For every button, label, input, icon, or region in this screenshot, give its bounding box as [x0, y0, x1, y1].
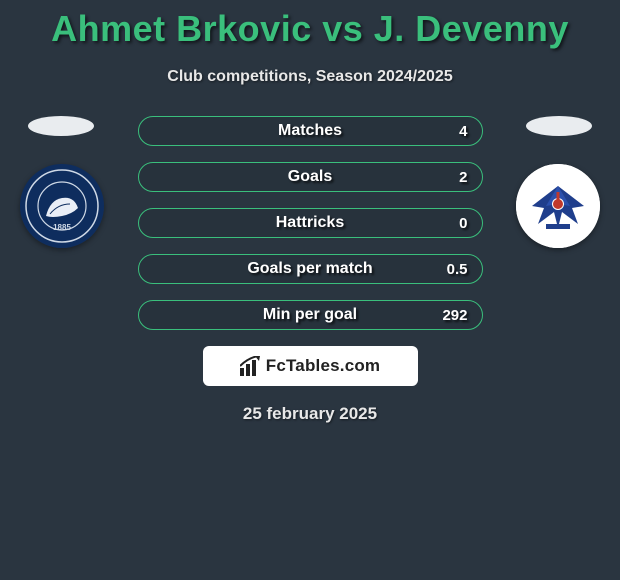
- date-label: 25 february 2025: [0, 404, 620, 424]
- stat-row-goals: Goals 2: [138, 162, 483, 192]
- stat-value-right: 0: [459, 215, 467, 232]
- crystal-palace-badge-icon: [516, 164, 600, 248]
- svg-text:1885: 1885: [53, 223, 71, 232]
- stat-row-matches: Matches 4: [138, 116, 483, 146]
- stat-value-right: 292: [442, 307, 467, 324]
- stat-value-right: 4: [459, 123, 467, 140]
- stat-row-min-per-goal: Min per goal 292: [138, 300, 483, 330]
- stat-label: Min per goal: [263, 306, 357, 324]
- stat-row-hattricks: Hattricks 0: [138, 208, 483, 238]
- millwall-badge-icon: 1885: [20, 164, 104, 248]
- stat-row-goals-per-match: Goals per match 0.5: [138, 254, 483, 284]
- page-title: Ahmet Brkovic vs J. Devenny: [0, 0, 620, 50]
- brand-text: FcTables.com: [266, 356, 381, 376]
- stat-label: Hattricks: [276, 214, 344, 232]
- stats-list: Matches 4 Goals 2 Hattricks 0 Goals per …: [138, 116, 483, 330]
- stat-value-right: 2: [459, 169, 467, 186]
- left-club-badge: 1885: [20, 164, 104, 248]
- stat-label: Goals: [288, 168, 332, 186]
- comparison-content: 1885 Matches 4 Goals 2 Hattricks: [0, 116, 620, 424]
- season-subtitle: Club competitions, Season 2024/2025: [0, 68, 620, 86]
- stat-value-right: 0.5: [447, 261, 468, 278]
- right-club-badge: [516, 164, 600, 248]
- right-player-indicator: [526, 116, 592, 136]
- brand-footer[interactable]: FcTables.com: [203, 346, 418, 386]
- stat-label: Matches: [278, 122, 342, 140]
- left-player-indicator: [28, 116, 94, 136]
- stat-label: Goals per match: [247, 260, 372, 278]
- bar-chart-icon: [240, 356, 262, 376]
